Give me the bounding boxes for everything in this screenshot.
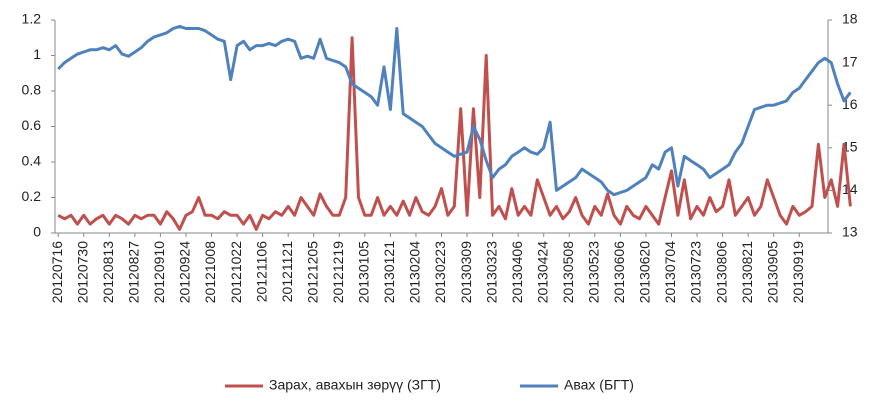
legend-label: Авах (БГТ) (564, 377, 634, 393)
y-tick-label: 0 (33, 224, 41, 240)
x-tick-label: 20121022 (228, 241, 244, 304)
x-tick-label: 20130806 (713, 241, 729, 304)
x-tick-label: 20130309 (458, 241, 474, 304)
x-tick-label: 20120910 (151, 241, 167, 304)
x-tick-label: 20130723 (688, 241, 704, 304)
x-tick-label: 20121219 (330, 241, 346, 304)
x-tick-label: 20130905 (764, 241, 780, 304)
line-series (57, 24, 852, 197)
x-tick-label: 20130508 (560, 241, 576, 304)
legend-label: Зарах, авахын зөрүү (ЗГТ) (269, 377, 441, 393)
x-tick-label: 20130204 (407, 241, 423, 304)
y2-tick-label: 17 (842, 53, 858, 69)
x-tick-label: 20130704 (662, 241, 678, 304)
x-tick-label: 20130105 (356, 241, 372, 304)
x-tick-label: 20130620 (637, 241, 653, 304)
y2-tick-label: 13 (842, 224, 858, 240)
x-tick-label: 20120813 (100, 241, 116, 304)
x-tick-label: 20130223 (432, 241, 448, 304)
x-tick-label: 20120827 (126, 241, 142, 304)
x-tick-label: 20130121 (381, 241, 397, 304)
y-tick-label: 0.6 (22, 117, 42, 133)
y2-tick-label: 18 (842, 11, 858, 27)
y-tick-label: 1.2 (22, 11, 42, 27)
x-tick-label: 20121121 (279, 241, 295, 302)
y-tick-label: 0.2 (22, 188, 42, 204)
y-tick-label: 1 (33, 46, 41, 62)
y-tick-label: 0.4 (22, 153, 42, 169)
line-series (57, 36, 852, 231)
x-tick-label: 20130406 (509, 241, 525, 304)
x-tick-label: 20130424 (534, 241, 550, 304)
x-tick-label: 20130323 (483, 241, 499, 304)
x-tick-label: 20120924 (177, 241, 193, 304)
x-tick-label: 20121205 (304, 241, 320, 304)
x-tick-label: 20130821 (739, 241, 755, 304)
x-tick-label: 20120716 (49, 241, 65, 304)
x-tick-label: 20130523 (586, 241, 602, 304)
x-tick-label: 20120730 (74, 241, 90, 304)
y-tick-label: 0.8 (22, 82, 42, 98)
x-tick-label: 20121008 (202, 241, 218, 304)
x-tick-label: 20121106 (253, 241, 269, 302)
x-tick-label: 20130919 (790, 241, 806, 304)
x-tick-label: 20130606 (611, 241, 627, 304)
